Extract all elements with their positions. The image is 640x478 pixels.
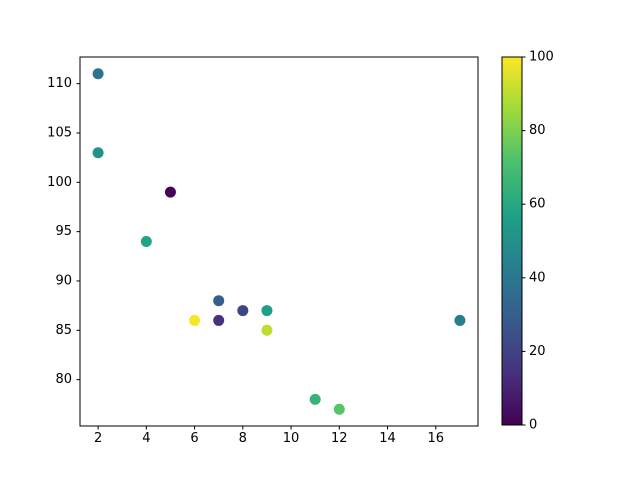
colorbar-gradient	[502, 57, 522, 425]
axes-frame	[79, 56, 479, 427]
scatter-point	[261, 324, 273, 336]
x-tick-label: 6	[190, 431, 198, 446]
colorbar-outline	[501, 56, 523, 426]
scatter-point	[164, 186, 176, 198]
plot-area	[79, 56, 479, 427]
y-tick-label: 95	[55, 224, 72, 239]
scatter-points	[92, 68, 466, 415]
y-tick-label: 110	[47, 76, 72, 91]
x-tick-label: 16	[428, 431, 445, 446]
y-axis: 80 85 90 95 100 105 110	[47, 76, 80, 387]
x-tick-label: 2	[94, 431, 102, 446]
y-tick-label: 105	[47, 125, 72, 140]
x-tick-label: 10	[283, 431, 300, 446]
colorbar-tick-label: 80	[529, 123, 546, 138]
scatter-point	[189, 314, 201, 326]
x-tick-label: 12	[331, 431, 348, 446]
scatter-point	[213, 295, 225, 307]
colorbar-tick-label: 40	[529, 270, 546, 285]
colorbar-tick-label: 60	[529, 197, 546, 212]
y-tick-label: 80	[55, 372, 72, 387]
colorbar-tick-label: 100	[529, 50, 554, 65]
y-tick-label: 100	[47, 175, 72, 190]
scatter-point	[333, 403, 345, 415]
scatter-point	[454, 314, 466, 326]
colorbar-tick-label: 20	[529, 344, 546, 359]
x-tick-label: 4	[142, 431, 150, 446]
scatter-point	[237, 305, 249, 317]
scatter-point	[140, 236, 152, 247]
scatter-point	[92, 147, 104, 159]
colorbar-tick-label: 0	[529, 418, 537, 433]
scatter-point	[261, 305, 273, 317]
x-tick-label: 14	[379, 431, 396, 446]
y-tick-label: 85	[55, 323, 72, 338]
scatter-point	[309, 393, 321, 405]
scatter-point	[92, 68, 104, 80]
scatter-point	[213, 314, 225, 326]
x-axis: 2 4 6 8 10 12 14 16	[94, 426, 444, 446]
x-tick-label: 8	[239, 431, 247, 446]
y-tick-label: 90	[55, 273, 72, 288]
colorbar: 0 20 40 60 80 100	[501, 50, 554, 433]
